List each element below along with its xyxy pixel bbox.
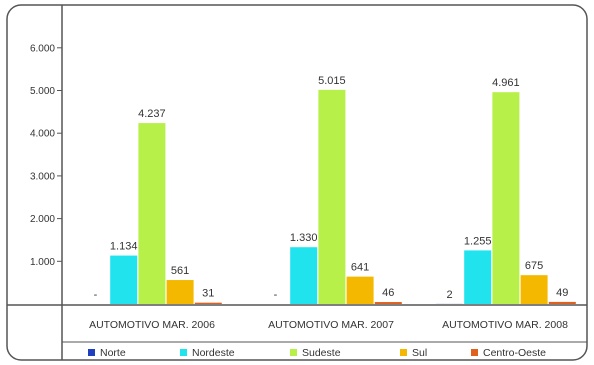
- legend-swatch: [180, 349, 187, 356]
- bar-centro-oeste-1: [194, 302, 222, 304]
- data-label: 49: [556, 287, 568, 299]
- legend-label: Nordeste: [192, 347, 235, 359]
- legend-label: Centro-Oeste: [483, 347, 546, 359]
- bar-sudeste-1: [138, 123, 166, 304]
- category-label: AUTOMOTIVO MAR. 2007: [268, 319, 394, 331]
- bar-sul-2: [346, 276, 374, 304]
- bar-sul-1: [166, 280, 194, 304]
- data-label: 641: [351, 262, 369, 274]
- legend-label: Norte: [100, 347, 126, 359]
- legend-label: Sudeste: [302, 347, 341, 359]
- legend-swatch: [471, 349, 478, 356]
- data-label: 4.237: [138, 108, 166, 120]
- data-label: 1.255: [464, 235, 492, 247]
- data-label: 1.134: [110, 241, 138, 253]
- bar-sudeste-2: [318, 89, 346, 304]
- bar-nordeste-2: [290, 247, 318, 304]
- legend-label: Sul: [412, 347, 427, 359]
- data-label: 46: [382, 287, 394, 299]
- data-label: 1.330: [290, 232, 318, 244]
- bar-centro-oeste-2: [374, 302, 402, 304]
- y-tick-label: 4.000: [30, 129, 55, 140]
- y-tick-label: 5.000: [30, 86, 55, 97]
- legend-swatch: [400, 349, 407, 356]
- legend-swatch: [290, 349, 297, 356]
- bar-nordeste-3: [464, 250, 492, 304]
- category-label: AUTOMOTIVO MAR. 2008: [442, 319, 568, 331]
- data-label: 31: [202, 288, 214, 300]
- data-label: 2: [446, 289, 452, 301]
- bar-sudeste-3: [492, 92, 520, 304]
- category-label: AUTOMOTIVO MAR. 2006: [89, 319, 215, 331]
- bar-nordeste-1: [110, 255, 138, 304]
- data-label: 561: [171, 265, 189, 277]
- data-label: -: [94, 289, 98, 301]
- y-tick-label: 1.000: [30, 257, 55, 268]
- y-tick-label: 3.000: [30, 171, 55, 182]
- bar-sul-3: [520, 275, 548, 304]
- y-tick-label: 6.000: [30, 43, 55, 54]
- y-tick-label: 2.000: [30, 214, 55, 225]
- bar-centro-oeste-3: [548, 301, 576, 304]
- legend-swatch: [88, 349, 95, 356]
- data-label: 675: [525, 260, 543, 272]
- data-label: 5.015: [318, 75, 346, 87]
- data-label: 4.961: [492, 77, 520, 89]
- data-label: -: [274, 289, 278, 301]
